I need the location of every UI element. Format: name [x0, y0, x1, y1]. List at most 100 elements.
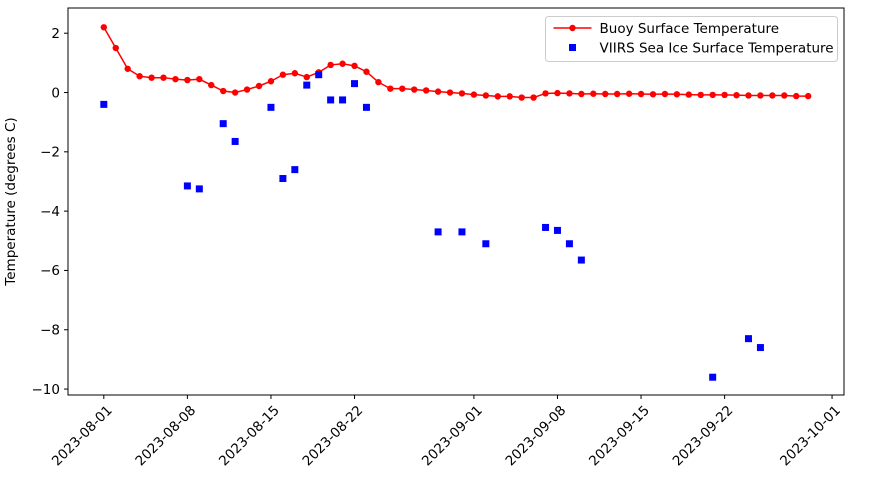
viirs-point-marker [565, 240, 573, 248]
y-tick-label: 2 [51, 26, 60, 42]
buoy-series [100, 24, 812, 101]
viirs-point-marker [291, 166, 299, 174]
viirs-point-marker [482, 240, 490, 248]
buoy-point-marker [721, 91, 728, 99]
buoy-point-marker [291, 70, 299, 77]
y-tick-label: 0 [51, 85, 60, 101]
legend: Buoy Surface Temperature VIIRS Sea Ice Su… [545, 16, 838, 62]
buoy-point-marker [303, 73, 310, 81]
buoy-point-marker [208, 81, 215, 89]
buoy-point-marker [100, 24, 108, 31]
y-tick-label: −6 [40, 263, 60, 279]
buoy-point-marker [279, 71, 287, 78]
buoy-point-marker [781, 92, 788, 99]
buoy-point-marker [625, 90, 633, 97]
viirs-point-marker [744, 335, 752, 343]
y-tick-label: −4 [40, 204, 60, 220]
buoy-point-marker [494, 93, 501, 100]
buoy-point-marker [482, 92, 490, 99]
legend-box [545, 16, 838, 62]
buoy-point-marker [387, 85, 394, 92]
legend-square-marker-icon [569, 44, 576, 51]
y-axis: 2 0 −2 −4 −6 −8 −10 [32, 26, 68, 398]
viirs-point-marker [756, 344, 764, 352]
buoy-point-marker [566, 90, 573, 97]
buoy-point-marker [363, 68, 370, 75]
buoy-point-marker [697, 91, 704, 99]
viirs-point-marker [195, 185, 203, 193]
legend-circle-marker-icon [569, 24, 576, 32]
buoy-point-marker [136, 73, 143, 80]
buoy-point-marker [769, 92, 776, 99]
viirs-point-marker [279, 175, 287, 183]
buoy-point-marker [434, 88, 442, 95]
buoy-point-marker [375, 78, 382, 86]
buoy-point-marker [231, 89, 239, 96]
viirs-point-marker [303, 81, 311, 89]
buoy-point-marker [124, 65, 131, 72]
buoy-point-marker [112, 44, 119, 52]
buoy-point-marker [184, 76, 191, 84]
buoy-point-marker [196, 75, 203, 83]
buoy-point-marker [458, 90, 466, 97]
buoy-point-marker [518, 94, 525, 101]
legend-label: Buoy Surface Temperature [600, 21, 780, 37]
buoy-point-marker [327, 61, 334, 69]
buoy-point-marker [804, 92, 812, 100]
buoy-point-marker [709, 91, 716, 99]
viirs-point-marker [267, 103, 275, 111]
y-tick-label: −8 [40, 323, 60, 339]
buoy-point-marker [172, 75, 179, 83]
buoy-point-marker [745, 92, 752, 99]
buoy-point-marker [255, 82, 263, 90]
viirs-point-marker [219, 120, 227, 128]
viirs-point-marker [183, 182, 191, 190]
buoy-point-marker [661, 90, 669, 98]
buoy-point-marker [160, 74, 167, 81]
buoy-point-marker [733, 91, 740, 99]
buoy-point-marker [411, 86, 418, 93]
buoy-point-marker [220, 87, 227, 95]
buoy-point-marker [470, 91, 478, 98]
legend-label: VIIRS Sea Ice Surface Temperature [600, 40, 834, 56]
buoy-point-marker [506, 93, 513, 100]
viirs-point-marker [100, 100, 108, 108]
buoy-point-marker [243, 86, 251, 93]
buoy-point-marker [267, 78, 275, 85]
buoy-point-marker [554, 89, 561, 97]
y-axis-label: Temperature (degrees C) [3, 117, 19, 286]
buoy-point-marker [422, 87, 430, 94]
y-tick-label: −2 [40, 145, 60, 161]
viirs-series [100, 71, 764, 381]
buoy-point-marker [613, 90, 621, 98]
buoy-point-marker [578, 90, 585, 98]
viirs-point-marker [542, 223, 550, 231]
buoy-point-marker [685, 91, 692, 98]
buoy-point-marker [446, 89, 454, 96]
viirs-point-marker [458, 228, 466, 236]
buoy-point-marker [399, 85, 406, 92]
viirs-point-marker [553, 226, 561, 234]
buoy-point-marker [530, 94, 537, 101]
buoy-point-marker [339, 60, 346, 67]
buoy-point-marker [542, 90, 549, 97]
viirs-point-marker [434, 228, 442, 236]
viirs-point-marker [315, 71, 323, 79]
buoy-point-marker [351, 62, 358, 70]
buoy-point-marker [602, 90, 609, 98]
buoy-point-marker [148, 74, 155, 81]
plot-frame [67, 7, 845, 396]
viirs-point-marker [327, 96, 335, 104]
viirs-point-marker [709, 373, 717, 381]
viirs-point-marker [577, 256, 585, 264]
buoy-point-marker [757, 92, 764, 99]
buoy-point-marker [649, 91, 657, 98]
buoy-point-marker [590, 90, 597, 97]
buoy-point-marker [673, 91, 681, 98]
viirs-point-marker [231, 137, 239, 145]
buoy-point-marker [793, 92, 800, 100]
viirs-point-marker [339, 96, 347, 104]
